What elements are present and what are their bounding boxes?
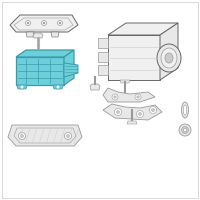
- Polygon shape: [17, 85, 27, 89]
- Polygon shape: [127, 121, 137, 124]
- Circle shape: [114, 96, 116, 98]
- Polygon shape: [98, 38, 108, 48]
- Circle shape: [114, 108, 122, 116]
- Circle shape: [58, 21, 62, 25]
- Polygon shape: [90, 84, 100, 90]
- Polygon shape: [26, 32, 34, 37]
- Ellipse shape: [182, 102, 188, 118]
- Circle shape: [42, 21, 46, 25]
- Circle shape: [137, 96, 139, 98]
- Circle shape: [112, 94, 118, 100]
- Circle shape: [182, 127, 188, 134]
- Ellipse shape: [157, 44, 181, 72]
- Circle shape: [27, 22, 29, 24]
- Polygon shape: [120, 80, 130, 83]
- Circle shape: [43, 22, 45, 24]
- Polygon shape: [16, 50, 74, 57]
- Circle shape: [136, 110, 144, 117]
- Circle shape: [59, 22, 61, 24]
- Circle shape: [152, 108, 154, 112]
- Circle shape: [135, 94, 141, 100]
- Polygon shape: [98, 65, 108, 75]
- Polygon shape: [160, 23, 178, 80]
- Circle shape: [150, 106, 156, 114]
- Circle shape: [179, 124, 191, 136]
- Polygon shape: [8, 125, 82, 146]
- Polygon shape: [64, 50, 74, 85]
- Circle shape: [21, 134, 24, 138]
- Circle shape: [64, 132, 72, 140]
- Circle shape: [56, 85, 60, 89]
- Polygon shape: [64, 63, 78, 77]
- Polygon shape: [10, 15, 78, 32]
- Circle shape: [18, 132, 26, 140]
- Polygon shape: [108, 23, 178, 35]
- Polygon shape: [103, 104, 162, 120]
- Ellipse shape: [161, 48, 177, 68]
- Polygon shape: [51, 32, 59, 37]
- Circle shape: [116, 110, 120, 114]
- Polygon shape: [33, 33, 43, 38]
- Ellipse shape: [183, 105, 187, 115]
- Circle shape: [66, 134, 70, 138]
- Ellipse shape: [165, 53, 173, 63]
- Polygon shape: [108, 35, 160, 80]
- Polygon shape: [53, 85, 63, 89]
- Polygon shape: [98, 52, 108, 62]
- Circle shape: [20, 85, 24, 89]
- Circle shape: [138, 112, 142, 116]
- Polygon shape: [16, 57, 64, 85]
- Circle shape: [26, 21, 30, 25]
- Polygon shape: [103, 88, 155, 102]
- Circle shape: [184, 129, 186, 132]
